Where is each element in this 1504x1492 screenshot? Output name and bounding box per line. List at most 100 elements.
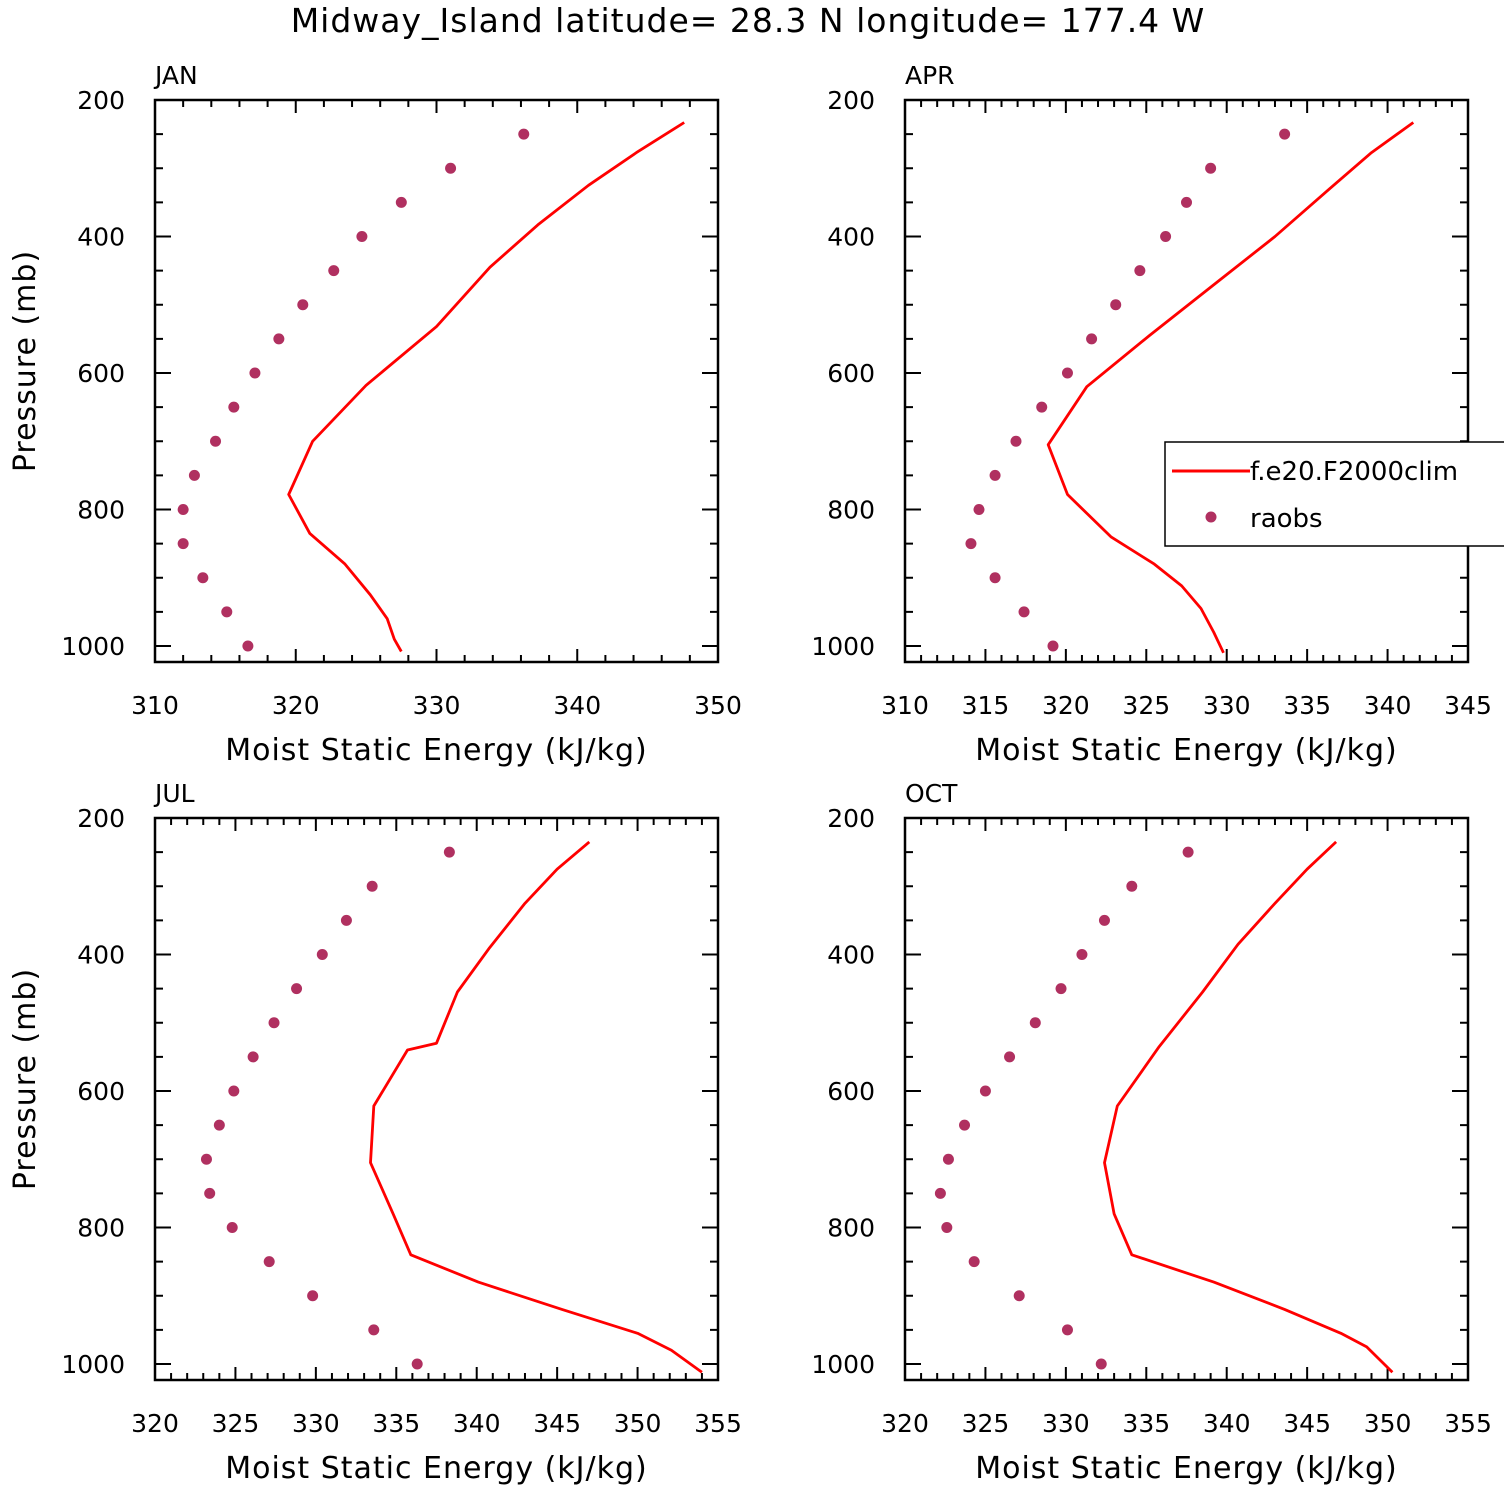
model-line <box>1103 840 1394 1374</box>
x-tick-label: 330 <box>292 1409 340 1438</box>
y-axis-label: Pressure (mb) <box>8 968 43 1190</box>
obs-point <box>934 1187 946 1199</box>
model-line <box>287 121 685 653</box>
obs-point <box>1160 231 1172 242</box>
y-tick-label: 1000 <box>811 632 875 661</box>
y-tick-label: 600 <box>77 359 125 388</box>
obs-point <box>989 469 1001 481</box>
obs-point <box>973 504 985 515</box>
y-tick-label: 400 <box>827 223 875 252</box>
obs-point <box>197 572 209 584</box>
obs-point <box>989 572 1001 584</box>
obs-point <box>959 1119 971 1131</box>
x-axis-label: Moist Static Energy (kJ/kg) <box>975 733 1398 768</box>
x-tick-label: 320 <box>131 1409 179 1438</box>
obs-point <box>1047 640 1059 652</box>
y-tick-label: 200 <box>827 86 875 115</box>
panel-oct: OCT 320 325 330 335 340 345 350 355 200 400 600 800 1… <box>811 779 1491 1486</box>
y-tick-label: 400 <box>77 941 125 970</box>
obs-point <box>443 846 455 858</box>
obs-point <box>268 1017 280 1029</box>
obs-point <box>316 949 328 960</box>
panel-title: OCT <box>905 779 958 808</box>
obs-point <box>177 504 189 515</box>
obs-point <box>1205 162 1217 174</box>
x-tick-label: 325 <box>1122 691 1170 720</box>
obs-point <box>1055 983 1067 995</box>
obs-point <box>1076 949 1088 960</box>
legend-model-label: f.e20.F2000clim <box>1250 457 1458 487</box>
obs-point <box>1182 846 1194 858</box>
obs-point <box>968 1256 980 1268</box>
obs-point <box>1279 128 1291 140</box>
obs-point <box>228 1085 240 1097</box>
obs-point <box>291 983 303 995</box>
obs-point <box>242 640 254 652</box>
x-axis-label: Moist Static Energy (kJ/kg) <box>975 1451 1398 1486</box>
obs-point <box>518 128 530 140</box>
x-tick-label: 310 <box>881 691 929 720</box>
obs-point <box>226 1222 238 1233</box>
obs-point <box>1061 1324 1073 1336</box>
plot-frame <box>153 98 720 664</box>
plot-frame <box>153 816 720 1382</box>
obs-point <box>228 401 240 413</box>
x-tick-label: 335 <box>372 1409 420 1438</box>
obs-point <box>1086 333 1098 345</box>
x-axis-label: Moist Static Energy (kJ/kg) <box>225 1451 648 1486</box>
obs-point <box>297 299 309 311</box>
panel-jan: JAN 310 320 330 340 350 200 400 600 800 1000 Moist … <box>8 61 742 768</box>
obs-point <box>210 435 222 447</box>
x-tick-label: 350 <box>614 1409 662 1438</box>
x-tick-label: 320 <box>272 691 320 720</box>
obs-point <box>1061 367 1073 379</box>
x-tick-label: 335 <box>1122 1409 1170 1438</box>
obs-point <box>1126 880 1138 892</box>
x-tick-label: 355 <box>1444 1409 1492 1438</box>
obs-point <box>445 162 457 174</box>
x-tick-label: 315 <box>962 691 1010 720</box>
x-tick-label: 335 <box>1283 691 1331 720</box>
x-tick-label: 325 <box>962 1409 1010 1438</box>
x-tick-label: 330 <box>1042 1409 1090 1438</box>
obs-point <box>1036 401 1048 413</box>
x-tick-label: 320 <box>1042 691 1090 720</box>
obs-point <box>1004 1051 1016 1063</box>
x-tick-label: 330 <box>1203 691 1251 720</box>
x-tick-label: 340 <box>553 691 601 720</box>
obs-point <box>356 231 368 242</box>
obs-point <box>1134 265 1146 277</box>
y-tick-label: 200 <box>77 86 125 115</box>
x-tick-label: 310 <box>131 691 179 720</box>
panel-title: JAN <box>153 61 198 90</box>
y-tick-label: 200 <box>827 804 875 833</box>
legend-box <box>1164 441 1504 547</box>
obs-point <box>979 1085 991 1097</box>
obs-point <box>1181 196 1192 208</box>
obs-point <box>213 1119 225 1131</box>
obs-point <box>200 1153 212 1165</box>
y-axis-label: Pressure (mb) <box>8 250 43 472</box>
obs-point <box>411 1358 423 1370</box>
legend-obs-label: raobs <box>1250 504 1323 534</box>
obs-point <box>395 196 407 208</box>
plot-frame <box>903 816 1470 1382</box>
x-tick-label: 345 <box>533 1409 581 1438</box>
obs-point <box>1098 914 1110 926</box>
panels-group: JAN 310 320 330 340 350 200 400 600 800 1000 Moist … <box>8 61 1492 1486</box>
obs-point <box>273 333 285 345</box>
model-line <box>1046 121 1415 654</box>
y-tick-label: 400 <box>77 223 125 252</box>
obs-point <box>340 914 352 926</box>
obs-point <box>307 1290 319 1302</box>
obs-point <box>941 1222 953 1233</box>
x-tick-label: 340 <box>1364 691 1412 720</box>
obs-point <box>188 469 200 481</box>
y-tick-label: 1000 <box>61 632 125 661</box>
x-tick-label: 340 <box>453 1409 501 1438</box>
y-tick-label: 800 <box>77 496 125 525</box>
legend: f.e20.F2000clim raobs <box>1164 441 1504 547</box>
obs-point <box>1095 1358 1107 1370</box>
obs-point <box>366 880 378 892</box>
